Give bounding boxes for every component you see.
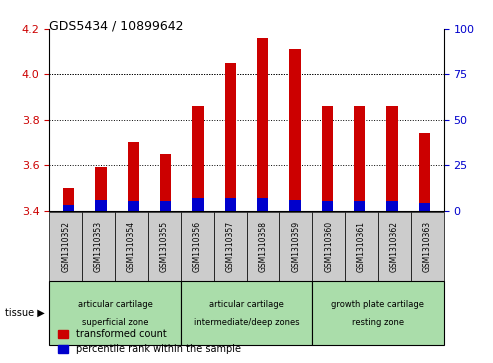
Text: growth plate cartilage: growth plate cartilage	[331, 299, 424, 309]
Text: GSM1310355: GSM1310355	[160, 221, 169, 272]
Bar	[257, 198, 268, 211]
Text: articular cartilage: articular cartilage	[77, 299, 152, 309]
Bar	[192, 198, 204, 211]
Text: GSM1310353: GSM1310353	[94, 221, 103, 272]
Text: GSM1310362: GSM1310362	[390, 221, 399, 272]
Bar	[63, 188, 74, 211]
Legend: transformed count, percentile rank within the sample: transformed count, percentile rank withi…	[54, 326, 245, 358]
Bar	[387, 106, 398, 211]
Bar	[225, 198, 236, 211]
Text: GSM1310357: GSM1310357	[226, 221, 235, 272]
Bar	[289, 200, 301, 211]
Bar	[257, 38, 268, 211]
Text: GSM1310359: GSM1310359	[291, 221, 300, 272]
Bar	[160, 201, 172, 211]
Text: GSM1310363: GSM1310363	[423, 221, 432, 272]
Text: GSM1310360: GSM1310360	[324, 221, 333, 272]
Bar	[354, 201, 365, 211]
Text: GSM1310356: GSM1310356	[193, 221, 202, 272]
Text: GSM1310352: GSM1310352	[61, 221, 70, 272]
Text: resting zone: resting zone	[352, 318, 404, 327]
Bar	[321, 201, 333, 211]
Text: articular cartilage: articular cartilage	[209, 299, 284, 309]
Bar	[419, 133, 430, 211]
Bar	[192, 106, 204, 211]
Bar	[128, 201, 139, 211]
Bar	[419, 203, 430, 211]
Text: intermediate/deep zones: intermediate/deep zones	[194, 318, 299, 327]
Bar	[354, 106, 365, 211]
Bar	[95, 167, 106, 211]
Text: GSM1310358: GSM1310358	[258, 221, 267, 272]
Text: GSM1310354: GSM1310354	[127, 221, 136, 272]
Bar	[225, 63, 236, 211]
Bar	[63, 205, 74, 211]
Bar	[160, 154, 172, 211]
Bar	[128, 142, 139, 211]
Text: GSM1310361: GSM1310361	[357, 221, 366, 272]
Text: GDS5434 / 10899642: GDS5434 / 10899642	[49, 20, 184, 33]
Bar	[387, 201, 398, 211]
Bar	[321, 106, 333, 211]
Bar	[289, 49, 301, 211]
Bar	[95, 200, 106, 211]
Text: superficial zone: superficial zone	[82, 318, 148, 327]
Text: tissue ▶: tissue ▶	[5, 308, 45, 318]
